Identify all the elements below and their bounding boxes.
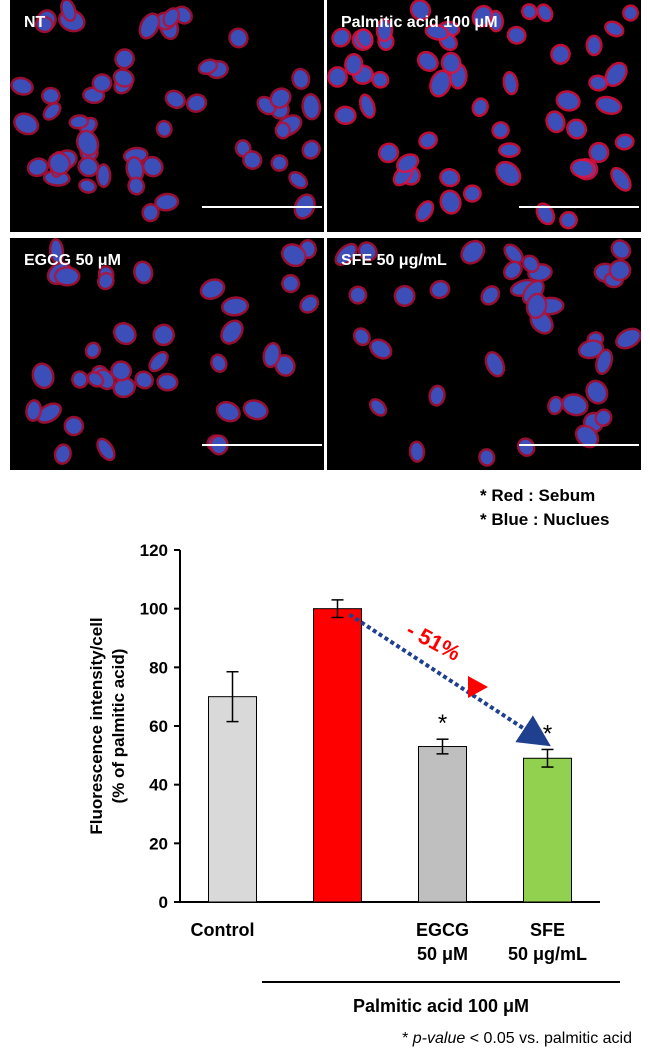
panel-label: SFE 50 μg/mL xyxy=(341,252,447,269)
scale-bar xyxy=(202,206,322,208)
significance-star: * xyxy=(543,720,552,747)
bar xyxy=(418,746,467,903)
y-tick-label: 120 xyxy=(140,541,168,560)
bar xyxy=(208,696,257,903)
x-tick-label: 50 μg/mL xyxy=(508,944,587,964)
significance-star: * xyxy=(438,710,447,737)
cell-image xyxy=(25,238,320,465)
y-tick-label: 0 xyxy=(159,893,168,912)
y-tick-label: 20 xyxy=(149,834,168,853)
footnote: * p-value < 0.05 vs. palmitic acid xyxy=(402,1030,632,1048)
footnote-suffix: < 0.05 vs. palmitic acid xyxy=(465,1030,632,1047)
reduction-annotation: - 51% xyxy=(402,617,464,666)
micrograph-nt: NT xyxy=(10,0,324,232)
micrograph-egcg: EGCG 50 μM xyxy=(10,238,324,470)
x-tick-label: EGCG xyxy=(416,920,469,940)
bar xyxy=(523,757,572,903)
y-tick-label: 60 xyxy=(149,717,168,736)
footnote-italic: p-value xyxy=(412,1030,466,1047)
y-axis-label-line: (% of palmitic acid) xyxy=(109,649,128,804)
cell-image xyxy=(10,0,322,223)
cell-image xyxy=(334,239,641,467)
bar-chart: * * 0 20 40 60 80 100 120 Control EGCG 50 μM SFE 50… xyxy=(87,541,620,1016)
micrograph-palmitic: Palmitic acid 100 μM xyxy=(327,0,641,232)
y-tick-label: 100 xyxy=(140,600,168,619)
y-axis-label: Fluorescence intensity/cell (% of palmiti… xyxy=(87,617,128,834)
panel-label: Palmitic acid 100 μM xyxy=(341,14,498,31)
footnote-prefix: * xyxy=(402,1030,413,1047)
legend-blue: * Blue : Nuclues xyxy=(480,510,610,529)
x-tick-label: SFE xyxy=(530,920,565,940)
x-tick-label: 50 μM xyxy=(417,944,468,964)
cell-image xyxy=(327,0,639,230)
group-label: Palmitic acid 100 μM xyxy=(353,996,529,1016)
y-tick-label: 40 xyxy=(149,776,168,795)
scale-bar xyxy=(519,206,639,208)
micrograph-sfe: SFE 50 μg/mL xyxy=(327,238,641,470)
x-tick-label: Control xyxy=(191,920,255,940)
panel-label: NT xyxy=(24,14,46,31)
scale-bar xyxy=(519,444,639,446)
panel-label: EGCG 50 μM xyxy=(24,252,121,269)
scale-bar xyxy=(202,444,322,446)
y-axis-label-line: Fluorescence intensity/cell xyxy=(87,617,106,834)
red-triangle-icon xyxy=(468,676,488,698)
y-tick-label: 80 xyxy=(149,658,168,677)
legend-red: * Red : Sebum xyxy=(480,486,596,505)
bar xyxy=(313,608,362,903)
trend-arrow xyxy=(348,612,551,747)
